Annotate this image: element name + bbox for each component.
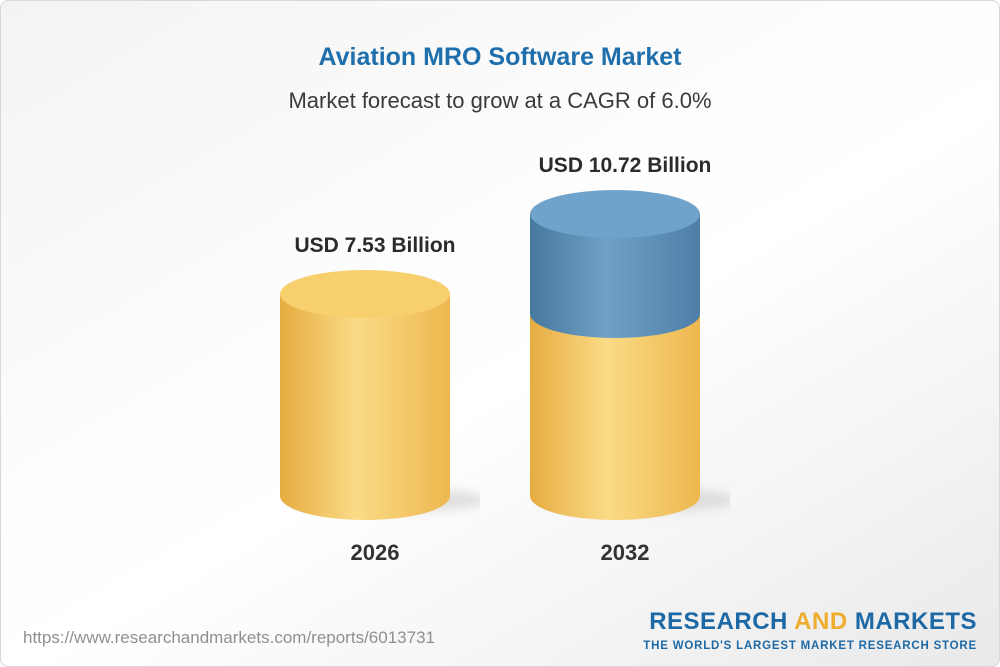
logo-word-research: RESEARCH xyxy=(649,608,788,635)
bar-value-label-2032: USD 10.72 Billion xyxy=(538,154,712,177)
bar-chart: USD 7.53 Billion 2026 USD 10.72 Billion xyxy=(1,154,999,566)
logo-word-markets: MARKETS xyxy=(854,608,977,635)
report-url: https://www.researchandmarkets.com/repor… xyxy=(23,628,435,647)
bar-group-2032: USD 10.72 Billion 2032 xyxy=(520,154,730,566)
logo-word-and: AND xyxy=(794,608,848,635)
cylinder-2032 xyxy=(530,190,730,520)
bar-category-2032: 2032 xyxy=(600,540,650,565)
bar-category-2026: 2026 xyxy=(350,540,400,565)
chart-title: Aviation MRO Software Market xyxy=(318,43,682,71)
logo-tagline: THE WORLD'S LARGEST MARKET RESEARCH STOR… xyxy=(643,640,977,652)
chart-subtitle: Market forecast to grow at a CAGR of 6.0… xyxy=(288,88,712,113)
bar-group-2026: USD 7.53 Billion 2026 xyxy=(270,234,480,566)
bar-value-label-2026: USD 7.53 Billion xyxy=(294,234,456,257)
logo-wordmark: RESEARCH AND MARKETS xyxy=(643,608,977,636)
cylinder-2026 xyxy=(280,270,480,520)
research-and-markets-logo: RESEARCH AND MARKETS THE WORLD'S LARGEST… xyxy=(643,608,977,652)
